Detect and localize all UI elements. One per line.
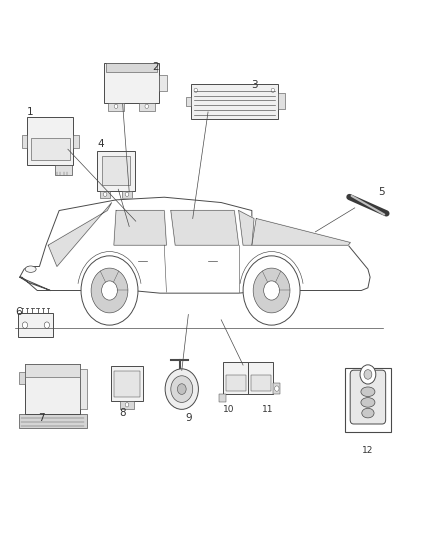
Bar bbox=[100, 190, 110, 198]
Bar bbox=[102, 156, 131, 185]
Text: 4: 4 bbox=[97, 139, 104, 149]
Bar bbox=[122, 190, 132, 198]
Bar bbox=[219, 394, 226, 402]
Bar bbox=[19, 372, 25, 384]
Bar bbox=[104, 63, 159, 102]
Text: 8: 8 bbox=[119, 408, 126, 418]
Circle shape bbox=[125, 192, 129, 196]
Circle shape bbox=[243, 256, 300, 325]
Bar bbox=[27, 117, 73, 165]
Circle shape bbox=[165, 369, 198, 409]
Polygon shape bbox=[239, 211, 254, 245]
Circle shape bbox=[171, 376, 193, 402]
Bar bbox=[251, 375, 271, 391]
FancyBboxPatch shape bbox=[350, 370, 385, 424]
Ellipse shape bbox=[361, 387, 375, 397]
Bar bbox=[345, 368, 391, 432]
Circle shape bbox=[91, 268, 128, 313]
Text: 7: 7 bbox=[38, 414, 45, 423]
Bar bbox=[80, 369, 87, 409]
Circle shape bbox=[114, 104, 118, 109]
Polygon shape bbox=[114, 211, 166, 245]
Bar bbox=[25, 364, 80, 377]
Bar bbox=[139, 102, 155, 111]
Circle shape bbox=[102, 281, 117, 300]
Bar bbox=[226, 375, 246, 391]
Circle shape bbox=[264, 281, 279, 300]
Bar bbox=[18, 415, 87, 427]
Bar bbox=[97, 150, 135, 190]
Circle shape bbox=[364, 370, 372, 379]
Text: 9: 9 bbox=[185, 414, 192, 423]
Bar bbox=[110, 367, 143, 401]
Circle shape bbox=[81, 256, 138, 325]
Bar bbox=[18, 313, 53, 337]
Bar bbox=[273, 383, 280, 394]
Bar bbox=[223, 362, 248, 394]
Bar bbox=[55, 165, 72, 175]
Bar bbox=[120, 401, 134, 408]
Text: 2: 2 bbox=[152, 62, 159, 71]
Ellipse shape bbox=[25, 266, 36, 272]
Polygon shape bbox=[171, 211, 239, 245]
Bar bbox=[159, 75, 166, 91]
Ellipse shape bbox=[362, 408, 374, 418]
Bar bbox=[186, 97, 191, 106]
Circle shape bbox=[275, 386, 279, 391]
Circle shape bbox=[177, 384, 186, 394]
Text: 6: 6 bbox=[15, 307, 22, 317]
Bar bbox=[74, 135, 79, 148]
Text: 11: 11 bbox=[262, 405, 274, 414]
Bar bbox=[108, 102, 124, 111]
Bar bbox=[114, 371, 140, 397]
Circle shape bbox=[22, 322, 28, 328]
Bar bbox=[191, 84, 278, 118]
Polygon shape bbox=[20, 197, 370, 293]
Circle shape bbox=[125, 403, 129, 407]
Bar bbox=[248, 362, 273, 394]
Ellipse shape bbox=[361, 398, 375, 407]
Bar bbox=[106, 63, 157, 72]
Text: 12: 12 bbox=[362, 446, 374, 455]
Bar bbox=[22, 135, 27, 148]
Text: 1: 1 bbox=[26, 107, 33, 117]
Circle shape bbox=[103, 192, 107, 196]
Bar bbox=[31, 139, 70, 160]
Polygon shape bbox=[252, 219, 350, 245]
Circle shape bbox=[194, 88, 198, 93]
Bar bbox=[25, 364, 80, 415]
Polygon shape bbox=[48, 203, 112, 266]
Circle shape bbox=[360, 365, 376, 384]
Circle shape bbox=[145, 104, 148, 109]
Text: 3: 3 bbox=[251, 80, 258, 90]
Circle shape bbox=[44, 322, 49, 328]
Circle shape bbox=[253, 268, 290, 313]
Text: 5: 5 bbox=[378, 187, 385, 197]
Bar bbox=[278, 93, 285, 109]
Circle shape bbox=[271, 88, 275, 93]
Text: 10: 10 bbox=[223, 405, 234, 414]
